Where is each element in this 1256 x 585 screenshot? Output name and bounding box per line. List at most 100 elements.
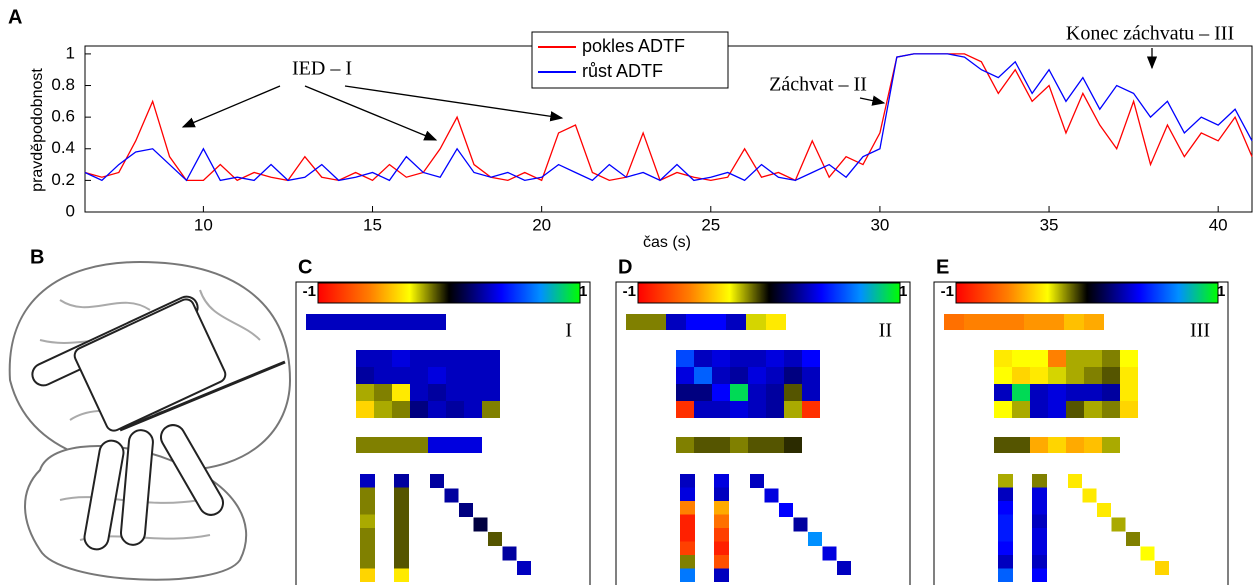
cell <box>392 401 410 418</box>
cell <box>1032 514 1047 528</box>
annotation: IED – I <box>292 58 352 80</box>
cell <box>1084 350 1102 367</box>
cell <box>410 367 428 384</box>
cell <box>406 314 426 330</box>
cell <box>394 555 409 569</box>
panel-label: E <box>936 256 949 278</box>
cell <box>392 437 410 453</box>
cell <box>1120 401 1138 418</box>
panel-label: A <box>8 6 22 28</box>
cell <box>1066 384 1084 401</box>
cell <box>444 488 459 503</box>
cell <box>730 350 748 367</box>
cell <box>730 367 748 384</box>
cell <box>748 384 766 401</box>
cell <box>1012 401 1030 418</box>
cell <box>802 384 820 401</box>
cell <box>1102 437 1120 453</box>
panel-label: D <box>618 256 632 278</box>
cell <box>459 503 473 517</box>
cell <box>1030 384 1048 401</box>
cell <box>356 350 374 367</box>
cell <box>712 367 730 384</box>
panel-numeral: I <box>565 320 572 342</box>
x-tick-label: 35 <box>1040 215 1059 234</box>
cell <box>984 314 1004 330</box>
y-axis-label: pravděpodobnost <box>29 68 46 192</box>
y-tick-label: 0.8 <box>51 75 75 94</box>
cell <box>1048 350 1066 367</box>
cell <box>779 503 793 517</box>
cell <box>998 501 1013 515</box>
cell <box>694 437 712 453</box>
cell <box>1048 401 1066 418</box>
y-tick-label: 0 <box>66 201 75 220</box>
cell <box>998 514 1013 528</box>
cell <box>1024 314 1044 330</box>
cell <box>730 401 748 418</box>
cell <box>802 401 820 418</box>
cell <box>1066 350 1084 367</box>
cell <box>1126 532 1140 546</box>
y-tick-label: 1 <box>66 43 75 62</box>
cell <box>994 384 1012 401</box>
cell <box>748 367 766 384</box>
cell <box>784 384 802 401</box>
cell <box>680 541 695 555</box>
cell <box>802 350 820 367</box>
cell <box>784 401 802 418</box>
cell <box>714 514 729 528</box>
panel-label: B <box>30 246 44 268</box>
cell <box>748 350 766 367</box>
cell <box>1102 401 1120 418</box>
cell <box>1120 350 1138 367</box>
cell <box>1032 528 1047 542</box>
cell <box>680 474 695 488</box>
cell <box>410 350 428 367</box>
cell <box>944 314 964 330</box>
cell <box>726 314 746 330</box>
cell <box>766 350 784 367</box>
x-tick-label: 30 <box>870 215 889 234</box>
cell <box>394 568 409 582</box>
x-tick-label: 20 <box>532 215 551 234</box>
cell <box>374 384 392 401</box>
cell <box>1066 401 1084 418</box>
cell <box>694 367 712 384</box>
series-line <box>84 53 1253 182</box>
cell <box>1102 350 1120 367</box>
cell <box>964 314 984 330</box>
x-axis-label: čas (s) <box>643 234 691 251</box>
cell <box>1068 474 1082 488</box>
cell <box>428 401 446 418</box>
annotation-arrows <box>181 48 1158 141</box>
colorbar <box>637 282 901 304</box>
cell <box>998 474 1013 488</box>
cell <box>366 314 386 330</box>
cell <box>1084 314 1104 330</box>
cell <box>766 367 784 384</box>
y-tick-label: 0.4 <box>51 138 75 157</box>
cell <box>502 546 517 561</box>
cell <box>680 487 695 501</box>
cell <box>1082 488 1097 503</box>
cell <box>1102 367 1120 384</box>
cell <box>1155 561 1169 575</box>
cell <box>802 367 820 384</box>
panel-frame <box>933 281 1229 585</box>
cell <box>1030 401 1048 418</box>
cell <box>1120 367 1138 384</box>
brain-drawing <box>8 260 292 581</box>
cell <box>392 350 410 367</box>
cell <box>712 350 730 367</box>
cell <box>714 555 729 569</box>
cell <box>1102 384 1120 401</box>
cell <box>676 367 694 384</box>
panel-frame <box>295 281 591 585</box>
cell <box>712 384 730 401</box>
cell <box>482 350 500 367</box>
cell <box>394 514 409 528</box>
cell <box>1048 384 1066 401</box>
cell <box>360 474 375 488</box>
cell <box>680 514 695 528</box>
